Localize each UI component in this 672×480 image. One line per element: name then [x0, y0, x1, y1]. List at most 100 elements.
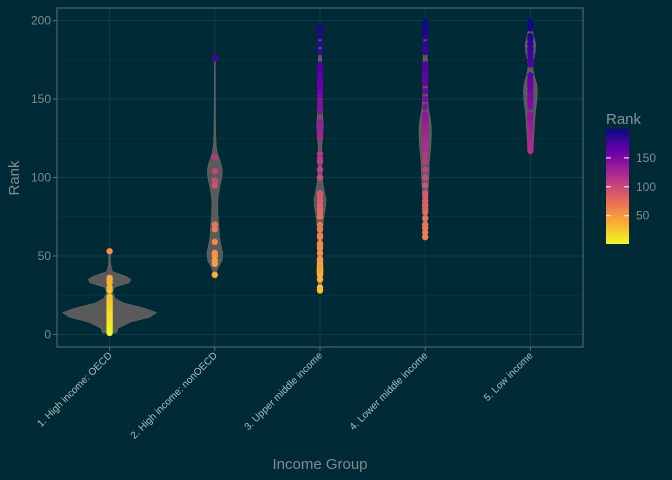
x-axis-ticks: 1. High income: OECD 2. High income: nonO…	[35, 347, 536, 441]
y-tick-label: 100	[31, 171, 51, 185]
data-point	[211, 168, 218, 175]
data-point	[316, 98, 324, 106]
data-point	[316, 135, 324, 142]
points	[106, 18, 534, 337]
data-point	[422, 135, 429, 142]
data-point	[211, 226, 218, 233]
x-tick-label: 4. Lower middle income	[348, 350, 431, 433]
data-point	[422, 215, 429, 222]
data-point	[316, 92, 324, 100]
data-point	[211, 153, 218, 161]
data-point	[527, 40, 534, 48]
data-point	[422, 40, 429, 48]
data-point	[527, 130, 534, 137]
data-point	[422, 72, 429, 79]
data-point	[316, 103, 324, 111]
data-point	[316, 25, 324, 32]
y-tick-label: 150	[31, 92, 51, 106]
legend-ticks: 50 100 150	[606, 151, 656, 223]
data-point	[211, 238, 218, 246]
data-point	[316, 189, 324, 197]
data-point	[422, 29, 429, 37]
data-point	[422, 233, 429, 241]
data-point	[527, 56, 534, 63]
data-point	[527, 135, 534, 142]
legend-title: Rank	[606, 111, 642, 128]
x-axis-title: Income Group	[272, 456, 367, 473]
data-point	[316, 119, 324, 126]
x-tick-label: 2. High income: nonOECD	[129, 350, 220, 441]
data-point	[316, 221, 324, 228]
data-point	[316, 232, 324, 239]
data-point	[527, 76, 534, 84]
y-tick-label: 50	[38, 249, 52, 263]
data-point	[211, 55, 218, 62]
y-axis-title: Rank	[6, 160, 23, 196]
data-point	[527, 139, 534, 147]
data-point	[316, 124, 324, 131]
data-point	[527, 18, 534, 26]
data-point	[422, 174, 429, 181]
data-point	[316, 240, 324, 247]
data-point	[211, 221, 218, 228]
data-point	[211, 257, 218, 264]
data-point	[106, 274, 113, 282]
x-tick-label: 1. High income: OECD	[35, 350, 114, 429]
x-tick-label: 3. Upper middle income	[243, 350, 326, 433]
data-point	[527, 119, 534, 126]
data-point	[316, 108, 324, 115]
data-point	[106, 284, 113, 291]
data-point	[316, 33, 324, 40]
data-point	[316, 213, 324, 220]
data-point	[211, 182, 218, 189]
data-point	[316, 87, 324, 95]
data-point	[422, 152, 429, 159]
data-point	[316, 61, 324, 68]
data-point	[422, 139, 429, 147]
data-point	[422, 182, 429, 189]
data-point	[316, 276, 324, 283]
data-point	[316, 166, 324, 173]
data-point	[211, 271, 218, 279]
x-tick-label: 5. Low income	[482, 350, 536, 404]
data-point	[422, 48, 429, 56]
data-point	[316, 249, 324, 257]
data-point	[422, 111, 429, 118]
data-point	[422, 229, 429, 236]
data-point	[422, 124, 429, 131]
data-point	[422, 87, 429, 95]
data-point	[422, 61, 429, 68]
legend-tick-label: 150	[636, 151, 656, 165]
legend-tick-label: 50	[636, 209, 650, 223]
data-point	[316, 76, 324, 84]
data-point	[422, 221, 429, 228]
data-point	[527, 87, 534, 95]
legend-colorbar	[606, 129, 629, 244]
data-point	[316, 284, 324, 291]
legend: Rank 50 100 150	[606, 111, 656, 244]
data-point	[527, 111, 534, 118]
data-point	[316, 155, 324, 162]
data-point	[422, 95, 429, 103]
data-point	[422, 166, 429, 173]
data-point	[527, 103, 534, 111]
data-point	[316, 226, 324, 233]
data-point	[316, 48, 324, 56]
y-axis-ticks: 0 50 100 150 200	[31, 14, 57, 341]
y-tick-label: 200	[31, 14, 51, 28]
data-point	[422, 103, 429, 111]
data-point	[527, 33, 534, 40]
data-point	[422, 18, 429, 26]
data-point	[211, 249, 218, 257]
y-tick-label: 0	[44, 327, 51, 341]
data-point	[422, 189, 429, 197]
data-point	[106, 248, 113, 255]
data-point	[422, 76, 429, 84]
violins	[62, 20, 538, 334]
data-point	[316, 174, 324, 181]
data-point	[211, 177, 218, 184]
data-point	[316, 202, 324, 209]
data-point	[316, 150, 324, 158]
data-point	[106, 293, 113, 300]
